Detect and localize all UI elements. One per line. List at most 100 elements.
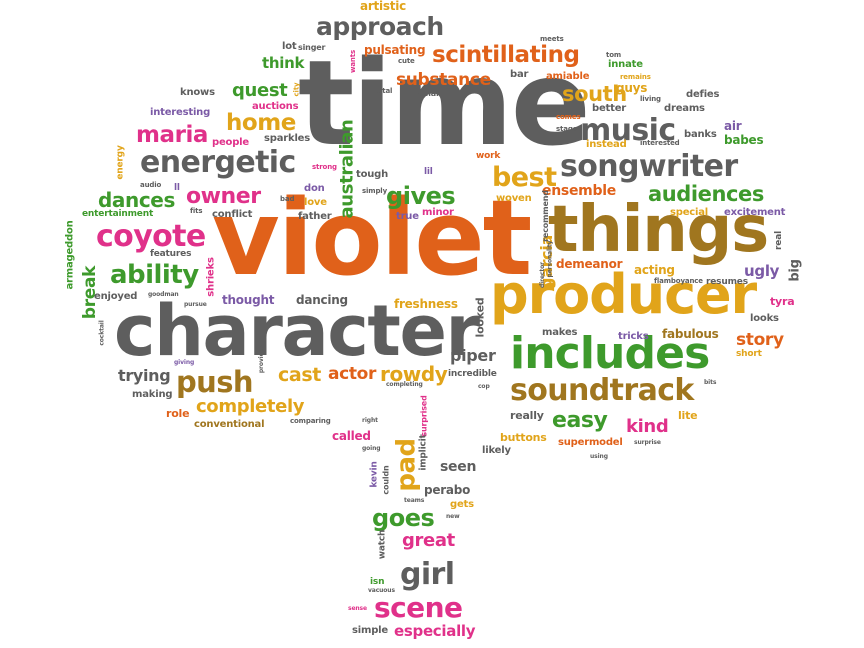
word-meets: meets <box>540 35 564 43</box>
word-looks: looks <box>750 313 779 324</box>
word-south: south <box>562 82 627 106</box>
word-true: true <box>396 211 419 222</box>
word-demeanor: demeanor <box>556 257 623 271</box>
word-character: character <box>114 290 480 372</box>
word-supermodel: supermodel <box>558 437 623 448</box>
word-great: great <box>402 530 455 551</box>
word-home: home <box>226 110 296 136</box>
word-tough: tough <box>356 169 389 180</box>
word-defies: defies <box>686 89 720 100</box>
word-watch: watch <box>377 529 388 560</box>
word-surprise: surprise <box>634 439 661 446</box>
word-babes: babes <box>724 133 764 147</box>
word-seen: seen <box>440 459 477 475</box>
word-incredible: incredible <box>448 369 497 379</box>
word-lite: lite <box>678 409 698 422</box>
word-goodman: goodman <box>148 291 179 298</box>
word-teams: teams <box>404 497 425 504</box>
word-bar: bar <box>510 69 529 80</box>
word-goes: goes <box>372 504 435 532</box>
word-push: push <box>176 365 254 399</box>
word-short: short <box>736 349 762 359</box>
word-sense: sense <box>348 605 367 612</box>
word-new: new <box>446 513 460 520</box>
word-lil: lil <box>424 167 433 177</box>
word-people: people <box>212 137 249 148</box>
word-love: love <box>304 197 327 208</box>
word-kind: kind <box>626 416 669 437</box>
word-music: music <box>580 113 676 148</box>
word-maria: maria <box>136 122 208 148</box>
word-going: going <box>362 445 381 452</box>
word-energetic: energetic <box>140 145 296 180</box>
word-gets: gets <box>450 499 474 510</box>
word-songwriter: songwriter <box>560 149 738 184</box>
word-sparkles: sparkles <box>264 133 311 144</box>
word-audio: audio <box>140 181 162 189</box>
word-scene: scene <box>374 591 463 624</box>
word-dreams: dreams <box>664 103 705 114</box>
word-dancing: dancing <box>296 293 348 307</box>
word-singer: singer <box>298 43 326 52</box>
word-audiences: audiences <box>648 182 764 206</box>
word-provides: provides <box>258 344 266 374</box>
word-really: really <box>510 409 544 422</box>
word-interesting: interesting <box>150 107 211 118</box>
word-big: big <box>787 259 803 282</box>
word-living: living <box>640 95 661 103</box>
word-tricks: tricks <box>618 331 649 342</box>
word-work: work <box>476 151 501 161</box>
word-innate: innate <box>608 59 643 70</box>
word-ugly: ugly <box>744 262 780 280</box>
word-acting: acting <box>634 263 675 277</box>
word-actor: actor <box>328 364 377 384</box>
word-small: small <box>418 89 442 98</box>
word-energy: energy <box>115 145 126 180</box>
word-flamboyance: flamboyance <box>654 277 703 285</box>
word-minor: minor <box>422 207 454 218</box>
word-simple: simple <box>352 625 388 636</box>
word-producer: producer <box>490 263 757 326</box>
word-cocktail: cocktail <box>98 320 106 346</box>
word-things: things <box>548 193 769 267</box>
word-stage: stage <box>556 125 578 133</box>
word-called: called <box>332 429 371 443</box>
word-conventional: conventional <box>194 419 265 430</box>
word-father: father <box>298 211 332 222</box>
word-simply: simply <box>362 187 387 195</box>
word-knows: knows <box>180 87 215 98</box>
word-better: better <box>592 103 627 114</box>
word-wants: wants <box>349 50 357 73</box>
word-woven: woven <box>496 193 532 204</box>
word-vacuous: vacuous <box>368 587 395 594</box>
word-comparing: comparing <box>290 417 331 425</box>
word-special: special <box>670 207 709 218</box>
word-completing: completing <box>386 381 423 388</box>
word-resumes: resumes <box>706 277 748 287</box>
word-easy: easy <box>552 408 608 433</box>
word-looked: looked <box>473 297 487 338</box>
word-owner: owner <box>186 184 261 209</box>
word-trying: trying <box>118 366 171 385</box>
word-digital: digital <box>368 87 393 95</box>
word-isn: isn <box>370 577 385 587</box>
word-best: best <box>492 162 557 193</box>
word-buttons: buttons <box>500 431 547 444</box>
word-armageddon: armageddon <box>64 220 76 290</box>
word-ensemble: ensemble <box>542 183 616 199</box>
word-artistic: artistic <box>360 0 407 13</box>
word-using: using <box>590 453 608 460</box>
word-instead: instead <box>586 139 627 150</box>
word-banks: banks <box>684 129 717 140</box>
word-australian: australian <box>336 119 358 219</box>
word-quest: quest <box>232 80 288 101</box>
word-fabulous: fabulous <box>662 327 719 341</box>
word-excitement: excitement <box>724 207 786 218</box>
word-soundtrack: soundtrack <box>510 373 694 408</box>
word-pulsating: pulsating <box>364 43 426 57</box>
word-think: think <box>262 54 305 72</box>
word-dances: dances <box>98 188 175 212</box>
word-kevin: kevin <box>369 461 380 488</box>
word-don: don <box>304 183 325 194</box>
